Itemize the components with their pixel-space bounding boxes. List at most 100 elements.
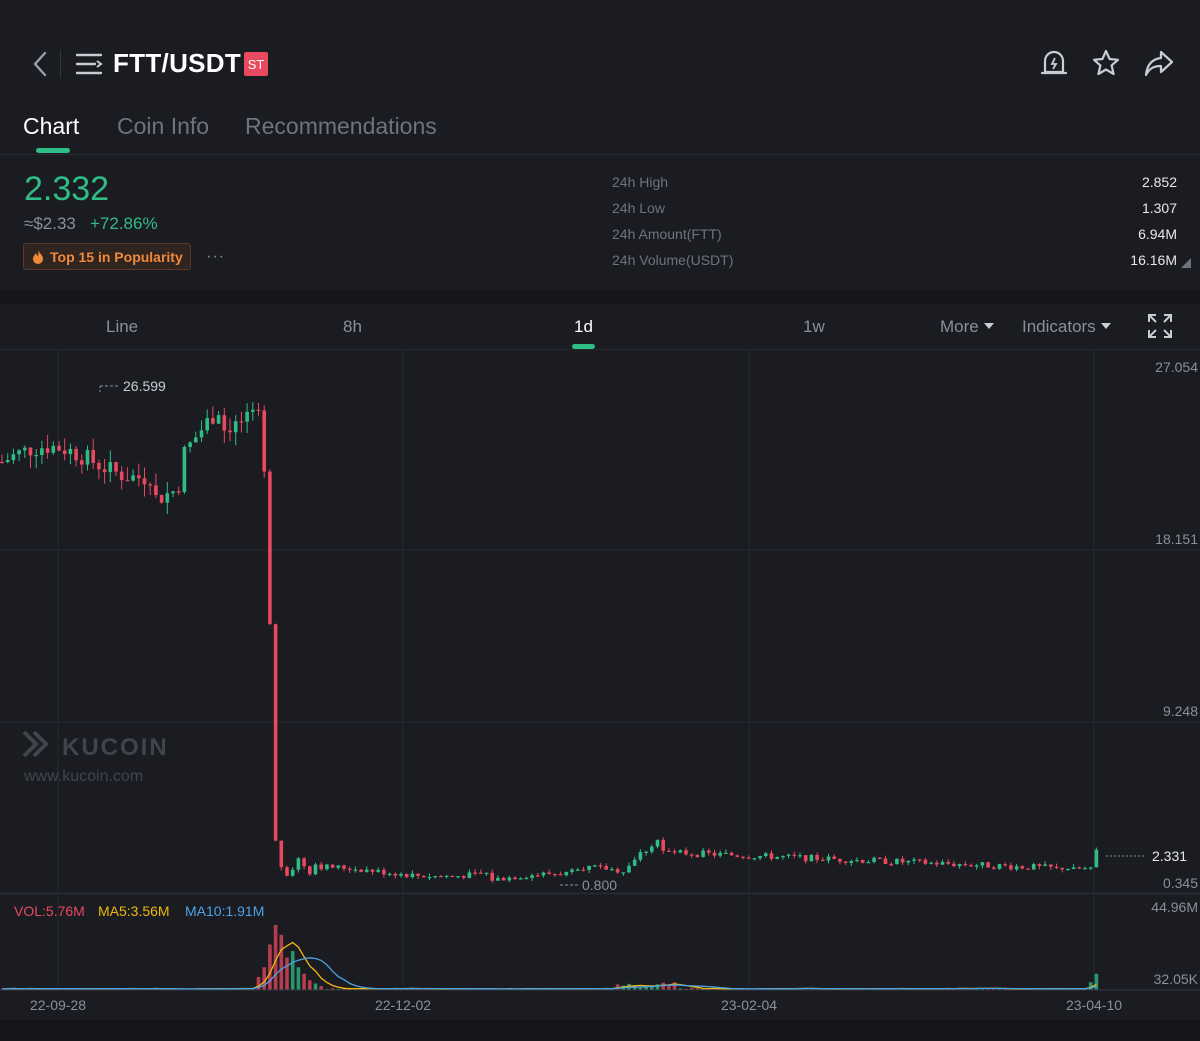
candle-body	[17, 450, 21, 455]
high-label: 26.599	[123, 378, 166, 394]
candle-body	[28, 447, 33, 456]
candle-body	[992, 867, 996, 869]
volume-bar	[826, 988, 831, 990]
interval-1d[interactable]: 1d	[574, 317, 593, 336]
interval-1w[interactable]: 1w	[803, 317, 825, 336]
back-icon[interactable]	[28, 48, 52, 80]
candle-body	[689, 854, 694, 856]
candle-body	[85, 449, 90, 465]
ticker-summary: 2.332 ≈$2.33 +72.86% Top 15 in Popularit…	[0, 156, 1200, 290]
candle-body	[838, 858, 842, 862]
candle-body	[906, 860, 911, 863]
candle-body	[615, 869, 620, 873]
candle-body	[68, 448, 73, 455]
volume-bar	[598, 988, 603, 990]
candle-body	[1009, 865, 1013, 870]
volume-bar	[370, 988, 375, 990]
volume-bar	[701, 988, 705, 990]
candle-body	[137, 475, 141, 479]
volume-tick: 32.05K	[1154, 971, 1199, 987]
tab-bar: Chart Coin Info Recommendations	[0, 105, 1200, 155]
candle-body	[530, 875, 534, 878]
candle-body	[131, 475, 135, 481]
tab-coin-info[interactable]: Coin Info	[117, 113, 210, 139]
candle-body	[935, 862, 939, 865]
volume-bar	[655, 984, 660, 990]
candle-body	[108, 462, 113, 473]
candle-body	[735, 855, 740, 857]
interval-8h[interactable]: 8h	[343, 317, 362, 336]
candle-body	[598, 865, 603, 867]
candle-body	[461, 876, 466, 878]
grid	[0, 350, 1200, 990]
candle-body	[974, 865, 979, 867]
candle-body	[940, 861, 945, 865]
candle-body	[724, 852, 728, 854]
candle-body	[302, 858, 306, 867]
tab-recommendations[interactable]: Recommendations	[245, 113, 437, 139]
candle-body	[843, 861, 848, 863]
volume-bar	[23, 988, 27, 990]
indicators-dropdown[interactable]: Indicators	[1022, 317, 1111, 337]
candle-body	[507, 877, 512, 881]
candle-body	[866, 862, 871, 864]
menu-icon[interactable]	[74, 50, 104, 78]
volume-bar	[422, 988, 426, 990]
candle-body	[1031, 864, 1036, 870]
stat-value-low: 1.307	[1141, 200, 1177, 216]
candle-body	[564, 871, 569, 876]
last-price-label: 2.331	[1152, 848, 1187, 864]
candle-body	[627, 865, 631, 873]
volume-bar	[638, 986, 643, 990]
candle-body	[855, 859, 859, 862]
candle-body	[707, 850, 711, 853]
candle-body	[684, 850, 688, 855]
stat-label-amount: 24h Amount(FTT)	[612, 226, 722, 242]
volume-bar	[1094, 973, 1099, 990]
stat-label-low: 24h Low	[612, 200, 665, 216]
candle-body	[273, 624, 278, 841]
more-options-icon[interactable]: ···	[206, 248, 225, 265]
candle-body	[444, 875, 449, 878]
popularity-badge[interactable]: Top 15 in Popularity	[23, 243, 191, 270]
candle-body	[650, 846, 654, 852]
volume-bar	[330, 988, 335, 990]
candle-body	[262, 410, 266, 472]
candle-body	[986, 862, 990, 868]
candle-body	[376, 869, 380, 872]
candlestick-chart[interactable]: KUCOIN www.kucoin.com 27.054 18.151 9.24…	[0, 350, 1200, 1041]
volume-bar	[313, 983, 318, 990]
volume-bar	[809, 988, 814, 990]
volume-bar	[262, 967, 266, 990]
interval-line[interactable]: Line	[106, 317, 139, 336]
candle-body	[336, 865, 341, 868]
volume-bar	[661, 982, 665, 990]
kucoin-watermark: KUCOIN www.kucoin.com	[22, 730, 167, 785]
candle-body	[199, 430, 204, 438]
candle-body	[114, 462, 118, 472]
candle-body	[125, 480, 130, 482]
star-icon[interactable]	[1090, 46, 1122, 80]
volume-bar	[279, 934, 284, 990]
volume-bar	[672, 982, 677, 990]
share-icon[interactable]	[1142, 46, 1176, 80]
candle-body	[290, 869, 295, 876]
price-alert-icon[interactable]	[1038, 46, 1070, 80]
volume-bar	[946, 988, 950, 990]
candle-body	[604, 865, 608, 870]
candle-body	[0, 461, 4, 464]
candle-body	[923, 859, 928, 864]
candle-body	[524, 877, 529, 880]
more-intervals-dropdown[interactable]: More	[940, 317, 994, 337]
volume-bar	[558, 988, 563, 990]
volume-bar	[969, 988, 973, 990]
volume-bar	[570, 988, 574, 990]
tab-chart[interactable]: Chart	[23, 113, 80, 139]
fullscreen-icon[interactable]	[1146, 312, 1174, 340]
volume-bar	[963, 988, 968, 990]
candle-body	[803, 855, 808, 862]
volume-bar	[387, 988, 392, 990]
volume-bar	[91, 988, 95, 990]
candle-body	[701, 850, 705, 857]
candle-body	[256, 409, 261, 411]
